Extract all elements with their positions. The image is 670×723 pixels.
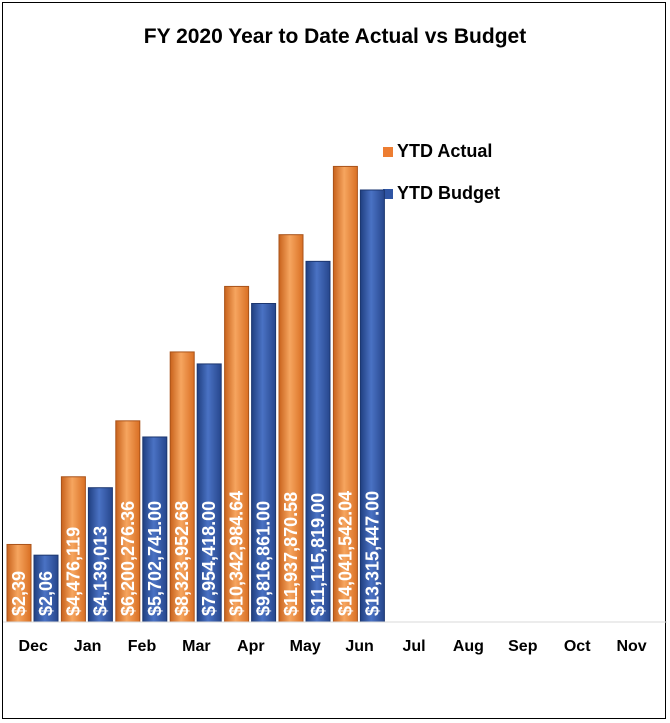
- data-label-budget-may: $11,115,819.00: [308, 493, 328, 616]
- data-label-budget-apr: $9,816,861.00: [254, 501, 274, 616]
- bar-budget-mar: [196, 363, 222, 622]
- x-tick-mar: Mar: [182, 638, 210, 655]
- bar-budget-jan: [87, 487, 113, 622]
- x-tick-oct: Oct: [564, 638, 591, 655]
- bar-budget-may: [305, 260, 331, 622]
- legend-label-budget: YTD Budget: [397, 183, 500, 203]
- data-label-actual-jun: $14,041,542.04: [335, 491, 355, 616]
- data-label-budget-feb: $5,702,741.00: [145, 501, 165, 616]
- bar-budget-dec: [33, 554, 59, 622]
- x-tick-aug: Aug: [453, 638, 484, 655]
- x-tick-nov: Nov: [616, 638, 646, 655]
- x-tick-feb: Feb: [128, 638, 157, 655]
- bar-actual-may: [278, 234, 304, 622]
- legend-swatch-actual: [383, 146, 393, 157]
- data-label-actual-feb: $6,200,276.36: [118, 501, 138, 616]
- bar-actual-mar: [169, 351, 195, 622]
- data-label-actual-apr: $10,342,984.64: [227, 491, 247, 616]
- bar-actual-feb: [115, 420, 141, 622]
- data-label-budget-dec: $2,06: [36, 571, 56, 616]
- x-tick-jan: Jan: [74, 638, 102, 655]
- bar-budget-jun: [359, 189, 385, 622]
- legend-item-budget: YTD Budget: [383, 183, 500, 204]
- bar-chart-plot: $2,39 $2,06 $4,476,119 $4,139,013 $6,200,276…: [3, 165, 667, 655]
- x-tick-jun: Jun: [345, 638, 373, 655]
- data-label-budget-mar: $7,954,418.00: [199, 501, 219, 616]
- data-label-actual-may: $11,937,870.58: [281, 492, 301, 616]
- chart-title: FY 2020 Year to Date Actual vs Budget: [143, 25, 527, 48]
- x-tick-may: May: [290, 638, 321, 655]
- data-label-budget-jun: $13,315,447.00: [362, 491, 382, 616]
- bar-actual-apr: [224, 285, 250, 622]
- data-label-actual-mar: $8,323,952.68: [172, 501, 192, 616]
- x-tick-apr: Apr: [237, 638, 265, 655]
- legend-swatch-budget: [383, 188, 393, 199]
- bar-actual-jun: [332, 165, 358, 622]
- data-label-actual-jan: $4,476,119: [63, 527, 83, 616]
- bar-actual-jan: [60, 476, 86, 622]
- bar-budget-apr: [251, 302, 277, 622]
- x-tick-jul: Jul: [402, 638, 425, 655]
- legend-label-actual: YTD Actual: [397, 141, 493, 161]
- x-tick-dec: Dec: [19, 638, 48, 655]
- data-label-actual-dec: $2,39: [9, 571, 29, 616]
- x-tick-sep: Sep: [508, 638, 538, 655]
- data-label-budget-jan: $4,139,013: [90, 526, 110, 616]
- legend-item-actual: YTD Actual: [383, 141, 492, 162]
